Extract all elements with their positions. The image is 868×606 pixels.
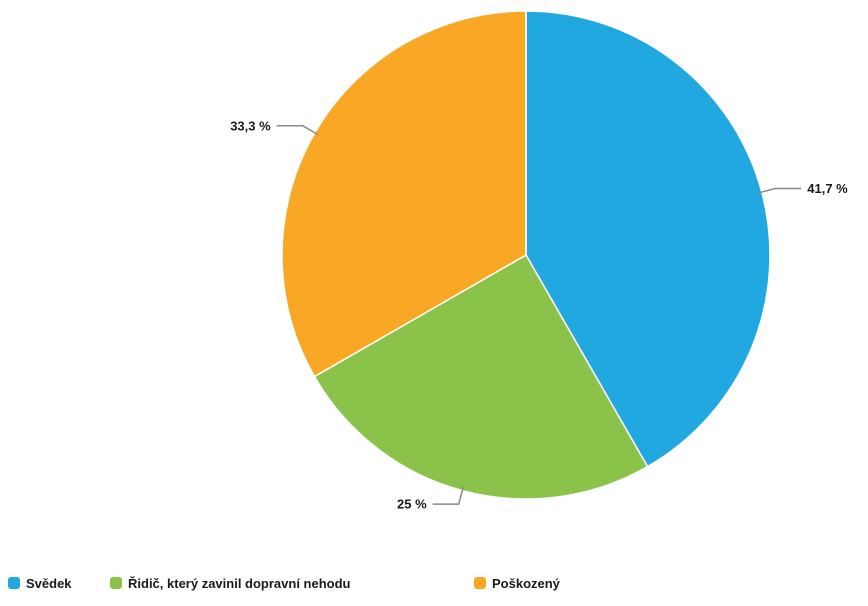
legend-swatch-1	[110, 577, 122, 589]
leader-line-1	[432, 486, 465, 505]
legend-swatch-2	[474, 577, 486, 589]
leader-line-0	[757, 187, 802, 194]
data-label-2: 33,3 %	[230, 118, 271, 133]
data-labels: 41,7 % 25 % 33,3 %	[230, 118, 848, 511]
label-leader-lines	[276, 125, 802, 505]
pie-slices	[281, 10, 771, 500]
data-label-0: 41,7 %	[807, 181, 848, 196]
data-label-1: 25 %	[397, 497, 427, 512]
legend-label-0: Svědek	[26, 575, 72, 591]
leader-line-2	[276, 125, 319, 136]
legend: Svědek Řidič, který zavinil dopravní neh…	[8, 572, 868, 594]
legend-item-2[interactable]: Poškozený	[474, 572, 560, 594]
legend-item-1[interactable]: Řidič, který zavinil dopravní nehodu	[110, 572, 351, 594]
legend-label-2: Poškozený	[492, 575, 560, 591]
legend-swatch-0	[8, 577, 20, 589]
legend-item-0[interactable]: Svědek	[8, 572, 72, 594]
legend-label-1: Řidič, který zavinil dopravní nehodu	[128, 575, 351, 591]
